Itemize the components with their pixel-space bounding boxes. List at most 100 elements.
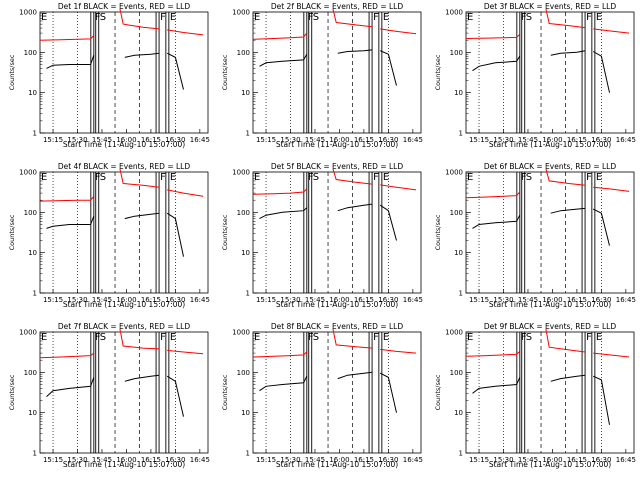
events-series-line	[46, 55, 95, 69]
x-tick-label: 16:30	[591, 296, 611, 304]
y-tick-label: 100	[237, 369, 250, 377]
y-tick-label: 1000	[445, 169, 463, 177]
marker-label: E	[596, 172, 602, 183]
marker-label: F	[160, 172, 166, 183]
y-tick-label: 100	[450, 209, 463, 217]
marker-label: E	[596, 332, 602, 343]
x-tick-label: 15:45	[518, 136, 538, 144]
x-tick-label: 16:00	[329, 456, 349, 464]
marker-label: F	[373, 332, 379, 343]
plot-frame	[252, 331, 422, 454]
marker-label: S	[100, 332, 106, 343]
detector-chart: Det 7f BLACK = Events, RED = LLD 1 10 100 10…	[8, 322, 210, 469]
x-tick-label: 16:45	[190, 136, 210, 144]
x-tick-label: 16:00	[329, 136, 349, 144]
events-series-line	[592, 375, 610, 425]
marker-label: F	[160, 332, 166, 343]
lld-series-line	[39, 352, 95, 359]
lld-series-line	[167, 349, 204, 355]
detector-panel: Det 3f BLACK = Events, RED = LLD 1 10 100 10…	[426, 0, 639, 160]
y-tick-label: 1	[33, 290, 37, 298]
y-tick-label: 1	[246, 130, 250, 138]
events-series-line	[337, 203, 373, 212]
x-tick-label: 16:45	[403, 136, 423, 144]
x-tick-label: 16:30	[378, 136, 398, 144]
x-tick-label: 16:00	[116, 296, 136, 304]
lld-series-line	[332, 328, 373, 349]
lld-series-line	[380, 184, 417, 191]
detector-panel: Det 6f BLACK = Events, RED = LLD 1 10 100 10…	[426, 160, 639, 320]
x-tick-label: 15:45	[92, 296, 112, 304]
marker-label: E	[383, 12, 389, 23]
x-axis-label: Start Time (11-Aug-10 15:07:00)	[63, 300, 185, 309]
x-tick-label: 15:30	[67, 296, 87, 304]
marker-label: F	[308, 332, 314, 343]
events-series-line	[124, 52, 160, 58]
y-tick-label: 1	[246, 450, 250, 458]
plot-frame	[39, 331, 209, 454]
marker-label: F	[373, 12, 379, 23]
marker-label: F	[586, 332, 592, 343]
lld-series-line	[119, 168, 160, 188]
x-tick-label: 15:30	[493, 296, 513, 304]
detector-chart: Det 8f BLACK = Events, RED = LLD 1 10 100 10…	[221, 322, 423, 469]
x-tick-label: 15:15	[256, 136, 276, 144]
detector-panel: Det 7f BLACK = Events, RED = LLD 1 10 100 10…	[0, 320, 213, 480]
x-tick-label: 15:45	[518, 456, 538, 464]
events-series-line	[337, 371, 373, 380]
marker-label: E	[383, 332, 389, 343]
x-tick-label: 15:30	[280, 456, 300, 464]
x-tick-label: 15:30	[280, 136, 300, 144]
y-tick-label: 1000	[19, 169, 37, 177]
x-tick-label: 16:30	[378, 456, 398, 464]
x-axis-label: Start Time (11-Aug-10 15:07:00)	[276, 460, 398, 469]
marker-label: F	[521, 332, 527, 343]
x-axis-label: Start Time (11-Aug-10 15:07:00)	[489, 460, 611, 469]
chart-title: Det 7f BLACK = Events, RED = LLD	[58, 322, 191, 331]
marker-label: E	[254, 332, 260, 343]
lld-series-line	[545, 168, 586, 186]
y-tick-label: 10	[28, 409, 37, 417]
plot-frame	[39, 171, 209, 294]
y-axis-label: Counts/sec	[434, 374, 442, 410]
events-series-line	[592, 208, 610, 246]
x-tick-label: 16:15	[567, 136, 587, 144]
x-tick-label: 16:30	[165, 296, 185, 304]
marker-label: E	[170, 332, 176, 343]
x-tick-label: 15:15	[469, 296, 489, 304]
x-tick-label: 15:45	[305, 456, 325, 464]
marker-label: F	[160, 12, 166, 23]
detector-chart: Det 9f BLACK = Events, RED = LLD 1 10 100 10…	[434, 322, 636, 469]
x-axis-label: Start Time (11-Aug-10 15:07:00)	[489, 140, 611, 149]
y-axis-label: Counts/sec	[8, 54, 16, 90]
events-series-line	[259, 53, 308, 67]
x-tick-label: 15:30	[493, 456, 513, 464]
detector-panel: Det 1f BLACK = Events, RED = LLD 1 10 100 10…	[0, 0, 213, 160]
marker-label: S	[100, 172, 106, 183]
events-series-line	[124, 212, 160, 220]
lld-series-line	[39, 195, 95, 202]
detector-chart: Det 3f BLACK = Events, RED = LLD 1 10 100 10…	[434, 2, 636, 149]
x-tick-label: 16:15	[354, 296, 374, 304]
y-axis-label: Counts/sec	[221, 374, 229, 410]
marker-label: E	[383, 172, 389, 183]
x-tick-label: 15:15	[256, 296, 276, 304]
x-tick-label: 15:15	[43, 136, 63, 144]
x-tick-label: 16:45	[190, 456, 210, 464]
marker-label: E	[467, 172, 473, 183]
marker-label: F	[308, 12, 314, 23]
plot-frame	[465, 11, 635, 134]
lld-series-line	[119, 328, 160, 350]
y-tick-label: 1	[33, 450, 37, 458]
x-tick-label: 15:30	[67, 136, 87, 144]
chart-title: Det 2f BLACK = Events, RED = LLD	[271, 2, 404, 11]
lld-series-line	[39, 35, 95, 41]
detector-chart: Det 2f BLACK = Events, RED = LLD 1 10 100 10…	[221, 2, 423, 149]
plot-frame	[465, 171, 635, 294]
x-tick-label: 16:45	[616, 136, 636, 144]
lld-series-line	[380, 348, 417, 354]
plot-frame	[465, 331, 635, 454]
lld-series-line	[252, 351, 308, 358]
x-tick-label: 15:45	[518, 296, 538, 304]
chart-title: Det 3f BLACK = Events, RED = LLD	[484, 2, 617, 11]
